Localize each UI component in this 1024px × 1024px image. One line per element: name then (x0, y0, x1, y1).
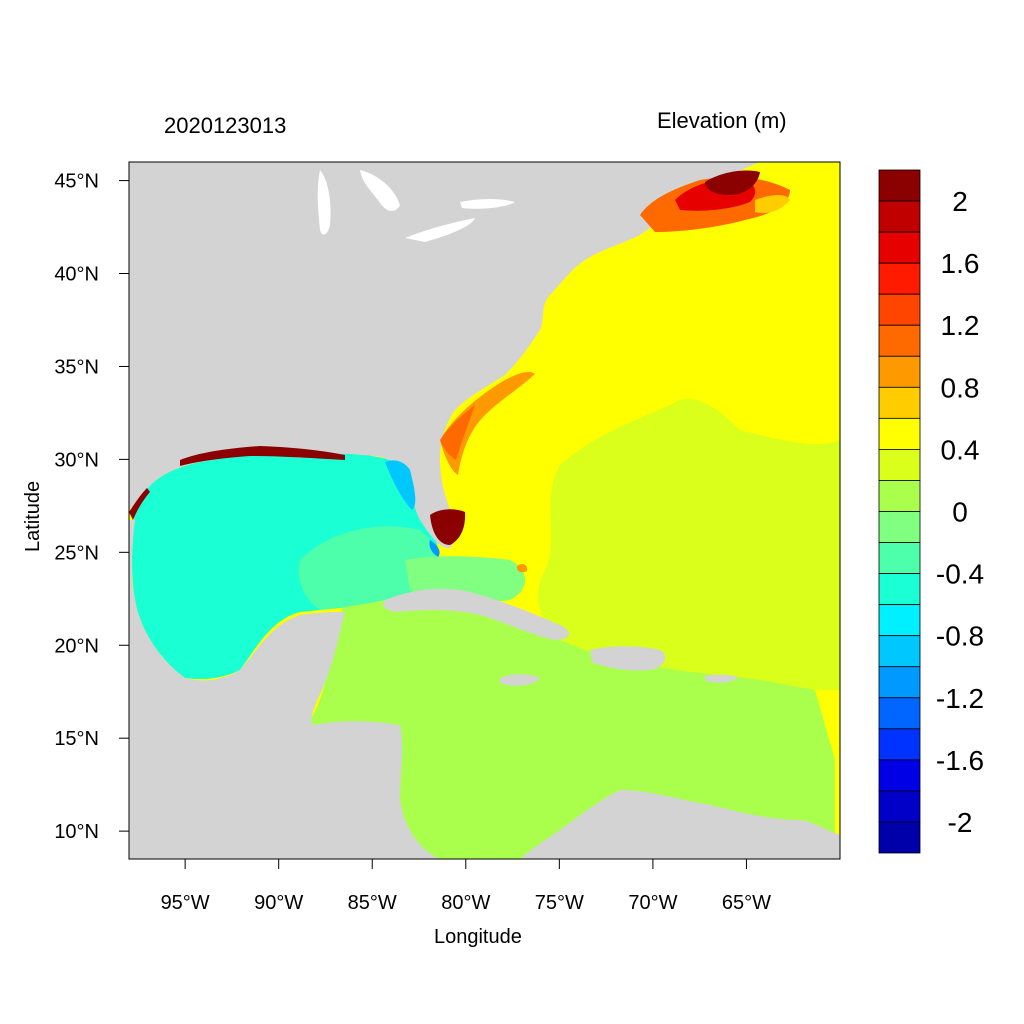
land-mexico-central-america (129, 520, 440, 859)
timestamp-title: 2020123013 (164, 113, 287, 138)
surge-texas-fringe (129, 488, 150, 520)
atlantic-east-zone (537, 399, 840, 690)
colorbar-swatch (878, 542, 921, 574)
surge-florida-west-coast (385, 460, 416, 510)
colorbar-swatch (878, 417, 921, 450)
colorbar-swatch (878, 790, 921, 823)
colorbar-label: 0.8 (941, 372, 980, 403)
y-tick-label: 25°N (54, 542, 99, 564)
colorbar-swatch (878, 262, 921, 295)
surge-gulf-of-maine-darkred (705, 170, 760, 195)
colorbar-label: -1.2 (936, 683, 984, 714)
colorbar-label: -0.8 (936, 621, 984, 652)
surge-se-coast-orange (440, 372, 535, 475)
colorbar-label: 1.2 (941, 310, 980, 341)
x-tick-label: 80°W (441, 892, 490, 914)
surge-bahamas-spot (516, 563, 528, 573)
colorbar-label: 2 (952, 186, 968, 217)
lake-michigan (317, 170, 331, 235)
land-jamaica (500, 674, 540, 686)
colorbar-swatch (878, 386, 921, 419)
y-tick-label: 15°N (54, 728, 99, 750)
gulf-of-mexico (131, 452, 438, 680)
x-axis-label: Longitude (434, 926, 522, 948)
plot-frame (128, 161, 841, 860)
colorbar-swatch (878, 480, 921, 512)
y-tick-label: 10°N (54, 821, 99, 843)
map-layer (129, 162, 840, 859)
x-tick-label: 95°W (161, 892, 210, 914)
colorbar-label: 0.4 (941, 434, 980, 465)
colorbar-swatch (878, 324, 921, 357)
lake-ontario (460, 199, 515, 209)
colorbar-swatch (878, 635, 921, 668)
colorbar-swatch (878, 169, 921, 202)
colorbar-swatch (878, 697, 921, 730)
y-tick-label: 20°N (54, 635, 99, 657)
x-tick-label: 90°W (254, 892, 303, 914)
colorbar-label: -2 (948, 807, 973, 838)
colorbar-swatch (878, 666, 921, 699)
colorbar-label: 1.6 (941, 248, 980, 279)
x-tick-label: 70°W (628, 892, 677, 914)
x-tick-label: 75°W (535, 892, 584, 914)
land-south-america (520, 790, 840, 859)
y-tick-label: 40°N (54, 264, 99, 286)
colorbar-swatch (878, 449, 921, 481)
colorbar-swatch (878, 293, 921, 326)
lake-huron (360, 170, 400, 212)
x-tick-label: 65°W (722, 892, 771, 914)
surge-keys-negative (429, 540, 440, 557)
colorbar: 2 1.6 1.2 0.8 0.4 0 -0.4 -0.8 -1.2 -1.6 -2 (878, 169, 984, 854)
colorbar-swatch (878, 231, 921, 264)
surge-gulf-coast-fringe (180, 446, 345, 466)
land-cuba (383, 588, 570, 640)
y-tick-label: 30°N (54, 449, 99, 471)
surge-gulf-of-maine-halo (755, 195, 790, 214)
colorbar-swatch (878, 355, 921, 388)
colorbar-label: 0 (952, 497, 968, 528)
colorbar-swatch (878, 759, 921, 792)
surge-south-florida (430, 509, 466, 545)
colorbar-swatch (878, 821, 921, 854)
land-hispaniola (590, 646, 666, 671)
y-tick-label: 35°N (54, 356, 99, 378)
colorbar-swatch (878, 728, 921, 761)
colorbar-swatch (878, 573, 921, 606)
colorbar-swatch (878, 200, 921, 233)
axis-layer: 95°W 90°W 85°W 80°W 75°W 70°W 65°W 45°N 40°N 35°N… (54, 171, 771, 914)
colorbar-swatch (878, 511, 921, 543)
x-tick-label: 85°W (348, 892, 397, 914)
colorbar-label: -0.4 (936, 559, 984, 590)
variable-title: Elevation (m) (657, 108, 787, 133)
colorbar-swatch (878, 604, 921, 637)
gulf-shelf (298, 526, 439, 610)
land-puerto-rico (705, 674, 738, 683)
lake-erie (405, 218, 475, 242)
y-tick-label: 45°N (54, 171, 99, 193)
colorbar-label: -1.6 (936, 745, 984, 776)
surge-se-coast-inner (440, 405, 475, 460)
